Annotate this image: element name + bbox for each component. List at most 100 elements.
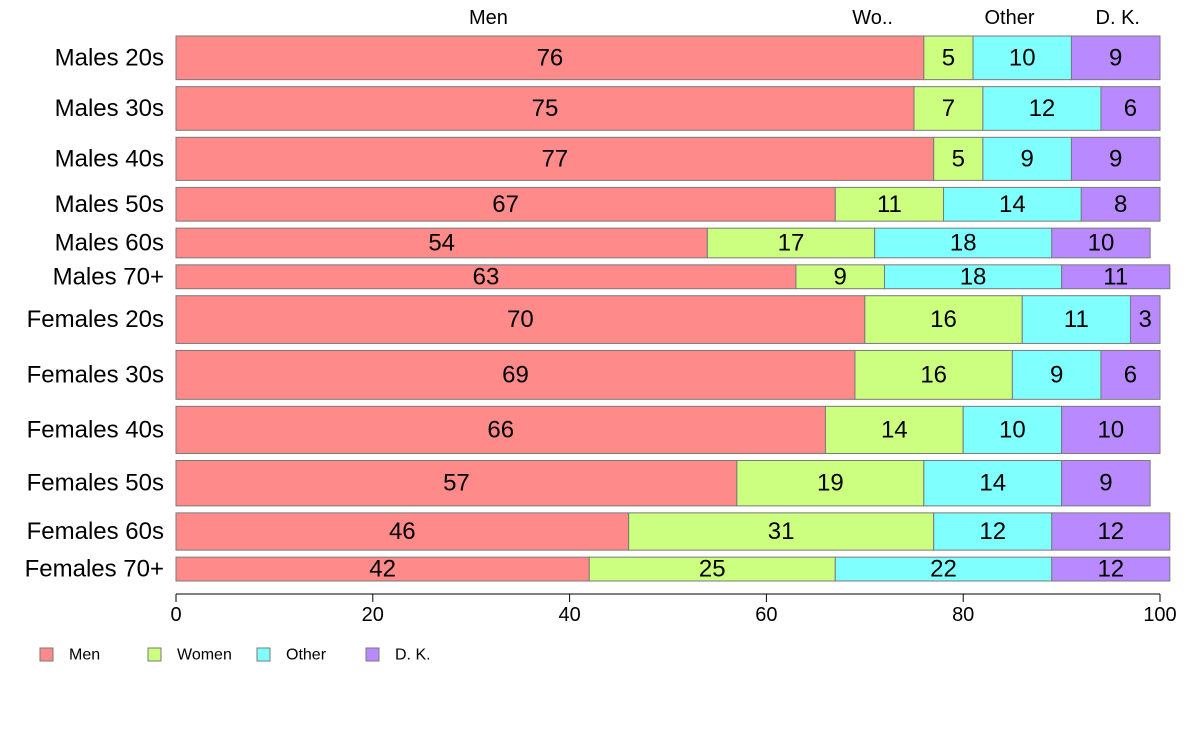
bar-segment	[1080, 186, 1161, 222]
x-tick-label: 60	[755, 604, 777, 626]
bar-segment	[175, 186, 836, 222]
bar-segment	[175, 86, 915, 131]
x-tick-label: 40	[558, 604, 580, 626]
bar-segment	[175, 459, 738, 507]
data-label: 63	[473, 263, 500, 290]
bar-segment	[628, 512, 935, 551]
data-label: 22	[930, 556, 957, 583]
bar-segment	[854, 349, 1013, 400]
data-label: 12	[1097, 556, 1124, 583]
bar-segment	[1061, 459, 1151, 507]
bar-segment	[175, 512, 630, 551]
data-label: 42	[369, 556, 396, 583]
data-label: 3	[1139, 306, 1152, 333]
data-label: 6	[1124, 361, 1137, 388]
bar-segment	[1100, 349, 1161, 400]
data-label: 5	[952, 145, 965, 172]
data-label: 77	[541, 145, 568, 172]
legend-label: Other	[286, 647, 327, 664]
category-label: Males 30s	[55, 95, 164, 122]
data-label: 9	[1050, 361, 1063, 388]
category-label: Females 20s	[27, 306, 164, 333]
data-label: 17	[778, 229, 805, 256]
legend-label: Men	[69, 647, 100, 664]
x-tick-label: 0	[170, 604, 181, 626]
bar-segment	[972, 35, 1072, 81]
data-label: 16	[930, 306, 957, 333]
bar-segment	[1070, 35, 1161, 81]
data-label: 25	[699, 556, 726, 583]
bar-segment	[175, 295, 866, 344]
data-label: 19	[817, 470, 844, 497]
data-label: 46	[389, 518, 416, 545]
data-label: 12	[1029, 95, 1056, 122]
legend-swatch	[39, 647, 54, 662]
bar-segment	[1051, 512, 1171, 551]
data-label: 8	[1114, 191, 1127, 218]
data-label: 9	[1099, 470, 1112, 497]
bar-segment	[175, 136, 935, 181]
data-label: 7	[942, 95, 955, 122]
data-label: 12	[1097, 518, 1124, 545]
bar-segment	[834, 186, 945, 222]
data-label: 76	[537, 44, 564, 71]
bar-segment	[1100, 86, 1161, 131]
bar-segment	[706, 227, 876, 259]
category-label: Females 30s	[27, 361, 164, 388]
top-label: Other	[985, 7, 1035, 29]
x-tick-label: 100	[1143, 604, 1176, 626]
data-label: 66	[487, 416, 514, 443]
legend-swatch	[147, 647, 162, 662]
data-label: 57	[443, 470, 470, 497]
bar-segment	[175, 227, 708, 259]
data-label: 11	[877, 191, 902, 218]
data-label: 14	[999, 191, 1026, 218]
data-label: 67	[492, 191, 519, 218]
data-label: 75	[532, 95, 559, 122]
category-label: Females 60s	[27, 518, 164, 545]
bar-segment	[1051, 556, 1171, 582]
data-label: 11	[1064, 306, 1089, 333]
category-label: Males 40s	[55, 145, 164, 172]
category-label: Females 40s	[27, 416, 164, 443]
bar-segment	[1061, 405, 1161, 454]
legend-swatch	[256, 647, 271, 662]
bar-segment	[982, 86, 1102, 131]
data-label: 10	[1088, 229, 1115, 256]
category-label: Males 70+	[53, 263, 164, 290]
x-tick-label: 80	[952, 604, 974, 626]
data-label: 18	[950, 229, 977, 256]
data-label: 14	[979, 470, 1006, 497]
data-label: 12	[979, 518, 1006, 545]
legend-label: Women	[177, 647, 232, 664]
category-label: Males 20s	[55, 44, 164, 71]
data-label: 11	[1103, 263, 1128, 290]
category-label: Males 60s	[55, 229, 164, 256]
data-label: 16	[920, 361, 947, 388]
bar-segment	[913, 86, 984, 131]
legend-swatch	[365, 647, 380, 662]
data-label: 18	[960, 263, 987, 290]
data-label: 14	[881, 416, 908, 443]
bar-segment	[923, 459, 1063, 507]
bar-segment	[864, 295, 1023, 344]
legend-label: D. K.	[395, 647, 431, 664]
top-label: D. K.	[1096, 7, 1140, 29]
data-label: 70	[507, 306, 534, 333]
data-label: 10	[1009, 44, 1036, 71]
data-label: 54	[428, 229, 455, 256]
bar-segment	[1011, 349, 1102, 400]
bar-segment	[923, 35, 974, 81]
data-label: 10	[999, 416, 1026, 443]
top-label: Men	[469, 7, 508, 29]
x-tick-label: 20	[362, 604, 384, 626]
bar-segment	[1129, 295, 1161, 344]
bar-segment	[1061, 264, 1171, 290]
bar-segment	[874, 227, 1053, 259]
bar-segment	[962, 405, 1063, 454]
data-label: 6	[1124, 95, 1137, 122]
category-label: Females 70+	[25, 556, 164, 583]
data-label: 9	[1109, 145, 1122, 172]
category-label: Females 50s	[27, 470, 164, 497]
